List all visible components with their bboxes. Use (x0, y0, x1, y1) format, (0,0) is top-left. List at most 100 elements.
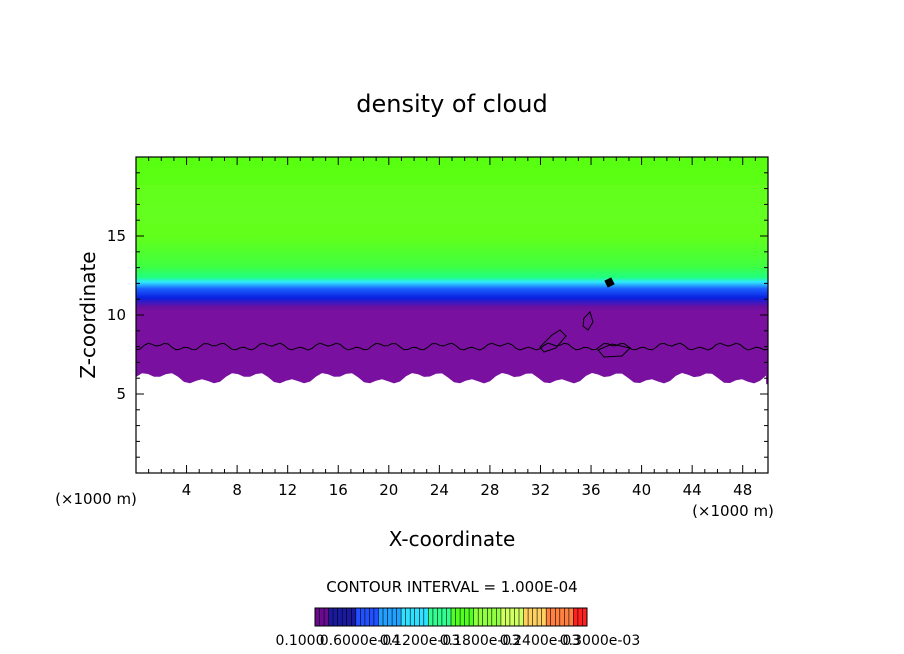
colorbar-cell (523, 608, 529, 626)
colorbar-cell (473, 608, 479, 626)
colorbar-cell (514, 608, 520, 626)
colorbar-cell (324, 608, 329, 626)
cloud-base-edge (136, 373, 768, 473)
colorbar-cell (550, 608, 556, 626)
cloud-layer (136, 157, 768, 385)
colorbar-cell (360, 608, 365, 626)
colorbar-cell (396, 608, 402, 626)
y-tick-label: 10 (107, 306, 126, 324)
chart-title: density of cloud (356, 90, 547, 118)
colorbar-cell (401, 608, 406, 626)
colorbar-cell (491, 608, 497, 626)
colorbar-tick-label: 0.3000e-03 (560, 633, 640, 649)
colorbar-cell (451, 608, 456, 626)
colorbar-labels: 0.10000.6000e-040.1200e-030.1800e-030.24… (276, 633, 641, 649)
colorbar-cell (383, 608, 388, 626)
colorbar-cell (414, 608, 420, 626)
x-tick-label: 32 (531, 481, 550, 499)
colorbar-cell (546, 608, 551, 626)
colorbar-cell (419, 608, 424, 626)
colorbar-cell (428, 608, 433, 626)
contour-blob (539, 329, 567, 353)
contour-blob (597, 343, 631, 358)
colorbar-cell (405, 608, 411, 626)
colorbar-cell (519, 608, 524, 626)
x-axis-label: X-coordinate (389, 527, 516, 551)
colorbar-cell (582, 608, 588, 626)
x-axis: 4 8 12 16 20 24 28 32 36 40 44 48 (148, 157, 756, 499)
y-tick-label: 5 (116, 385, 126, 403)
x-tick-label: 28 (480, 481, 499, 499)
colorbar-cell (505, 608, 510, 626)
colorbar-tick-label: 0.1800e-03 (440, 633, 520, 649)
colorbar-cell (364, 608, 370, 626)
colorbar-cell (537, 608, 542, 626)
y-tick-label: 15 (107, 227, 126, 245)
colorbar-tick-label: 0.1200e-03 (380, 633, 460, 649)
colorbar-cell (441, 608, 447, 626)
x-tick-label: 40 (632, 481, 651, 499)
contour-interval: CONTOUR INTERVAL = 1.000E-04 (326, 578, 577, 596)
contour-blob (604, 277, 615, 288)
colorbar-cell (315, 608, 320, 626)
colorbar-cell (337, 608, 343, 626)
x-unit-right: (×1000 m) (692, 502, 774, 520)
colorbar-cell (555, 608, 560, 626)
y-axis: 5 10 15 (107, 172, 768, 458)
x-tick-label: 20 (379, 481, 398, 499)
colorbar-cell (373, 608, 379, 626)
colorbar-cell (487, 608, 492, 626)
x-tick-label: 36 (581, 481, 600, 499)
x-tick-label: 4 (182, 481, 192, 499)
y-axis-label: Z-coordinate (76, 251, 100, 378)
contour-line (136, 342, 768, 351)
colorbar (314, 608, 588, 626)
x-tick-label: 44 (683, 481, 702, 499)
colorbar-cell (319, 608, 325, 626)
x-tick-label: 12 (278, 481, 297, 499)
x-tick-label: 8 (232, 481, 242, 499)
colorbar-cell (387, 608, 393, 626)
colorbar-cell (432, 608, 438, 626)
colorbar-cell (437, 608, 442, 626)
colorbar-cell (559, 608, 565, 626)
colorbar-cell (464, 608, 470, 626)
colorbar-tick-label: 0.6000e-04 (320, 633, 401, 649)
colorbar-cell (328, 608, 334, 626)
colorbar-tick-label: 0.1000 (276, 633, 325, 649)
colorbar-cell (564, 608, 569, 626)
colorbar-cell (532, 608, 538, 626)
colorbar-cell (342, 608, 347, 626)
x-unit-left: (×1000 m) (55, 490, 137, 508)
colorbar-cell (369, 608, 374, 626)
colorbar-cell (378, 608, 384, 626)
colorbar-cell (392, 608, 397, 626)
contour-blob (582, 311, 594, 331)
colorbar-cell (541, 608, 547, 626)
colorbar-cell (500, 608, 506, 626)
colorbar-cell (455, 608, 461, 626)
colorbar-frame (314, 607, 588, 627)
colorbar-cell (478, 608, 483, 626)
colorbar-tick-label: 0.2400e-03 (500, 633, 580, 649)
colorbar-cell (460, 608, 465, 626)
colorbar-cell (528, 608, 533, 626)
x-tick-label: 48 (733, 481, 752, 499)
colorbar-cell (346, 608, 352, 626)
colorbar-cell (482, 608, 488, 626)
colorbar-cell (351, 608, 356, 626)
colorbar-cell (423, 608, 429, 626)
colorbar-cell (355, 608, 361, 626)
colorbar-cell (333, 608, 338, 626)
colorbar-cell (496, 608, 501, 626)
colorbar-cell (573, 608, 578, 626)
x-tick-label: 16 (329, 481, 348, 499)
colorbar-cell (509, 608, 515, 626)
colorbar-cell (446, 608, 452, 626)
x-tick-label: 24 (430, 481, 449, 499)
density-field (136, 157, 768, 473)
colorbar-cell (568, 608, 574, 626)
colorbar-cell (577, 608, 583, 626)
colorbar-cell (469, 608, 474, 626)
